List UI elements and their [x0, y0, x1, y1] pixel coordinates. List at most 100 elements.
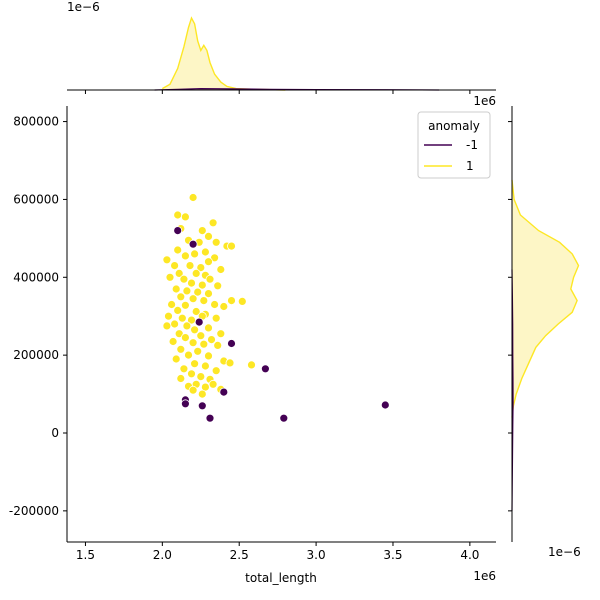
point-normal: [216, 329, 226, 339]
point-normal: [247, 360, 256, 370]
point-normal: [185, 261, 195, 271]
top-marginal-offset-label: 1e−6: [67, 0, 100, 14]
point-normal: [208, 379, 218, 389]
point-normal: [227, 296, 236, 306]
point-normal: [193, 346, 203, 356]
legend: anomaly -1 1: [417, 111, 491, 179]
x-tick-label: 3.0: [307, 548, 326, 562]
x-tick-label: 2.0: [153, 548, 172, 562]
point-normal: [204, 231, 213, 241]
right-marginal: 1e−6: [508, 106, 581, 559]
point-normal: [188, 338, 198, 348]
point-normal: [204, 323, 213, 333]
point-normal: [187, 278, 196, 288]
point-normal: [211, 313, 221, 323]
point-anomaly: [188, 239, 198, 249]
point-normal: [190, 359, 200, 369]
x-tick-label: 3.5: [383, 548, 402, 562]
point-normal: [196, 331, 206, 341]
point-normal: [176, 344, 186, 354]
point-normal: [164, 311, 173, 321]
point-anomaly: [380, 400, 390, 410]
legend-title: anomaly: [428, 119, 480, 133]
point-normal: [168, 337, 178, 346]
point-anomaly: [197, 401, 207, 411]
y-tick-label: 0: [51, 426, 59, 440]
top-marginal: 1e−6: [67, 0, 496, 94]
point-normal: [225, 358, 235, 368]
right-marginal-normal-fill: [512, 180, 579, 418]
top-marginal-normal-fill: [162, 18, 286, 90]
point-anomaly: [194, 317, 204, 327]
point-normal: [237, 296, 247, 306]
y-axis-ticks: -200000 0 200000 400000 600000 800000: [9, 115, 67, 518]
point-normal: [177, 313, 187, 323]
point-normal: [180, 212, 190, 222]
point-anomaly: [227, 339, 236, 348]
point-normal: [211, 237, 221, 247]
point-anomaly: [180, 399, 190, 409]
y-offset-label: 1e6: [473, 94, 496, 108]
point-normal: [165, 272, 175, 282]
point-anomaly: [205, 413, 215, 423]
point-normal: [196, 263, 206, 273]
main-axes: 1.5 2.0 2.5 3.0 3.5 4.0 -200000 0 200000 400000 6…: [9, 94, 496, 585]
legend-frame: [417, 111, 491, 179]
point-normal: [188, 193, 198, 202]
point-normal: [210, 300, 220, 309]
point-normal: [199, 339, 209, 349]
y-tick-label: -200000: [9, 504, 59, 518]
point-normal: [210, 253, 220, 263]
point-anomaly: [173, 226, 183, 236]
right-marginal-ticks: [508, 121, 512, 512]
point-normal: [179, 274, 189, 284]
legend-label-normal: 1: [466, 159, 474, 173]
point-normal: [227, 241, 236, 251]
y-tick-label: 200000: [13, 348, 59, 362]
right-marginal-offset-label: 1e−6: [548, 545, 581, 559]
top-marginal-ticks: [84, 90, 471, 94]
x-offset-label: 1e6: [473, 569, 496, 583]
point-normal: [167, 300, 177, 309]
point-normal: [173, 210, 183, 220]
point-anomaly: [279, 413, 289, 423]
point-normal: [213, 340, 223, 350]
point-normal: [208, 218, 218, 228]
point-normal: [190, 249, 200, 259]
point-normal: [162, 321, 172, 331]
point-anomaly: [219, 387, 229, 397]
point-normal: [182, 286, 192, 296]
y-tick-label: 400000: [13, 270, 59, 284]
point-normal: [219, 302, 229, 311]
point-normal: [179, 364, 189, 374]
point-normal: [171, 284, 181, 294]
point-normal: [170, 261, 180, 271]
x-tick-label: 1.5: [76, 548, 95, 562]
point-normal: [191, 268, 201, 278]
point-normal: [211, 366, 221, 376]
point-normal: [197, 389, 207, 399]
point-normal: [162, 255, 172, 265]
point-normal: [196, 372, 206, 382]
point-normal: [205, 274, 215, 284]
point-normal: [173, 305, 183, 315]
point-normal: [187, 369, 196, 379]
point-normal: [197, 226, 207, 236]
point-normal: [207, 335, 216, 345]
scatter-series-normal: [162, 193, 256, 399]
point-normal: [174, 268, 184, 278]
point-normal: [176, 374, 186, 383]
point-normal: [204, 289, 213, 299]
scatter-series-anomaly: [173, 226, 390, 423]
point-normal: [180, 251, 190, 261]
y-tick-label: 800000: [13, 115, 59, 129]
legend-label-anomaly: -1: [466, 138, 478, 152]
point-normal: [191, 307, 201, 316]
point-normal: [171, 354, 181, 364]
point-normal: [197, 280, 207, 290]
point-normal: [182, 321, 192, 331]
point-normal: [184, 350, 193, 360]
point-normal: [188, 385, 198, 395]
point-normal: [188, 294, 198, 304]
point-normal: [193, 287, 203, 297]
